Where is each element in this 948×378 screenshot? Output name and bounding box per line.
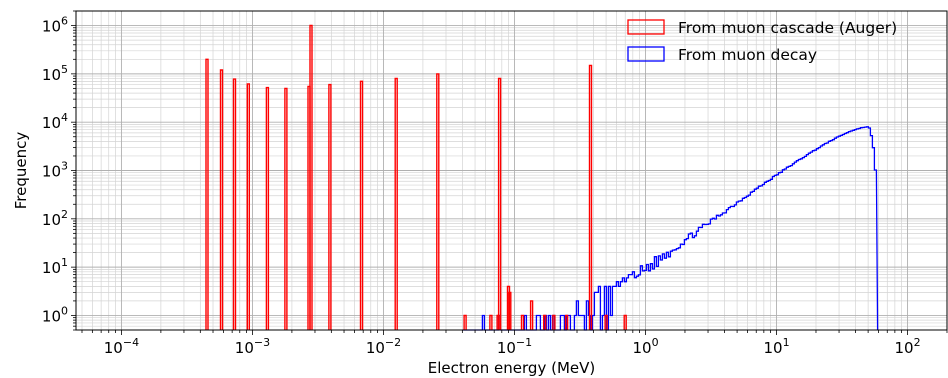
x-tick-label: 10−4 <box>104 336 139 357</box>
series-auger-spike <box>309 24 313 330</box>
tick-labels: 10−4 10−3 10−2 10−1 100 101 102 100 101 102 103 104… <box>42 15 921 357</box>
series-layer <box>205 24 879 331</box>
x-axis-label: Electron energy (MeV) <box>428 359 595 377</box>
x-tick-label: 100 <box>632 336 658 357</box>
series-auger-spike <box>520 314 525 330</box>
y-tick-label: 105 <box>42 63 68 84</box>
tick-marks <box>71 10 948 335</box>
series-auger-spike <box>284 87 288 330</box>
legend-swatch <box>627 46 665 62</box>
legend-label: From muon cascade (Auger) <box>678 19 897 37</box>
legend-swatch <box>627 19 665 35</box>
series-auger-spike <box>359 80 364 330</box>
series-muon-decay-line <box>462 126 879 331</box>
y-tick-label: 100 <box>42 304 68 325</box>
series-auger-spike <box>328 83 332 330</box>
x-tick-label: 10−1 <box>497 336 532 357</box>
series-auger-spike <box>588 64 593 330</box>
series-auger-spike <box>463 314 467 330</box>
series-auger-spike <box>436 73 440 330</box>
series-auger-spike <box>564 314 569 330</box>
series-auger-spike <box>543 314 547 330</box>
series-auger-spike <box>205 58 209 330</box>
series-auger-spike <box>604 314 608 330</box>
series-auger-spike <box>497 77 502 330</box>
series-auger-spike <box>394 77 398 330</box>
legend: From muon cascade (Auger) From muon decay <box>627 19 897 64</box>
y-tick-label: 106 <box>42 15 68 36</box>
y-tick-label: 104 <box>42 111 68 132</box>
x-tick-label: 10−2 <box>366 336 401 357</box>
series-auger-spike <box>265 86 270 330</box>
y-tick-label: 101 <box>42 256 68 277</box>
series-auger-spike <box>232 78 237 330</box>
x-tick-label: 10−3 <box>235 336 270 357</box>
x-tick-label: 102 <box>895 336 921 357</box>
series-auger-spike <box>623 314 627 330</box>
series-auger-spike <box>246 83 250 330</box>
y-tick-label: 102 <box>42 208 68 229</box>
series-auger-spike <box>529 300 534 330</box>
series-auger-spike <box>552 314 556 330</box>
series-auger-spike <box>489 314 493 330</box>
series-auger-spike <box>508 291 512 330</box>
series-auger-spike <box>219 69 224 330</box>
x-tick-label: 101 <box>763 336 789 357</box>
y-tick-label: 103 <box>42 160 68 181</box>
y-axis-label: Frequency <box>12 132 30 210</box>
legend-label: From muon decay <box>678 46 817 64</box>
